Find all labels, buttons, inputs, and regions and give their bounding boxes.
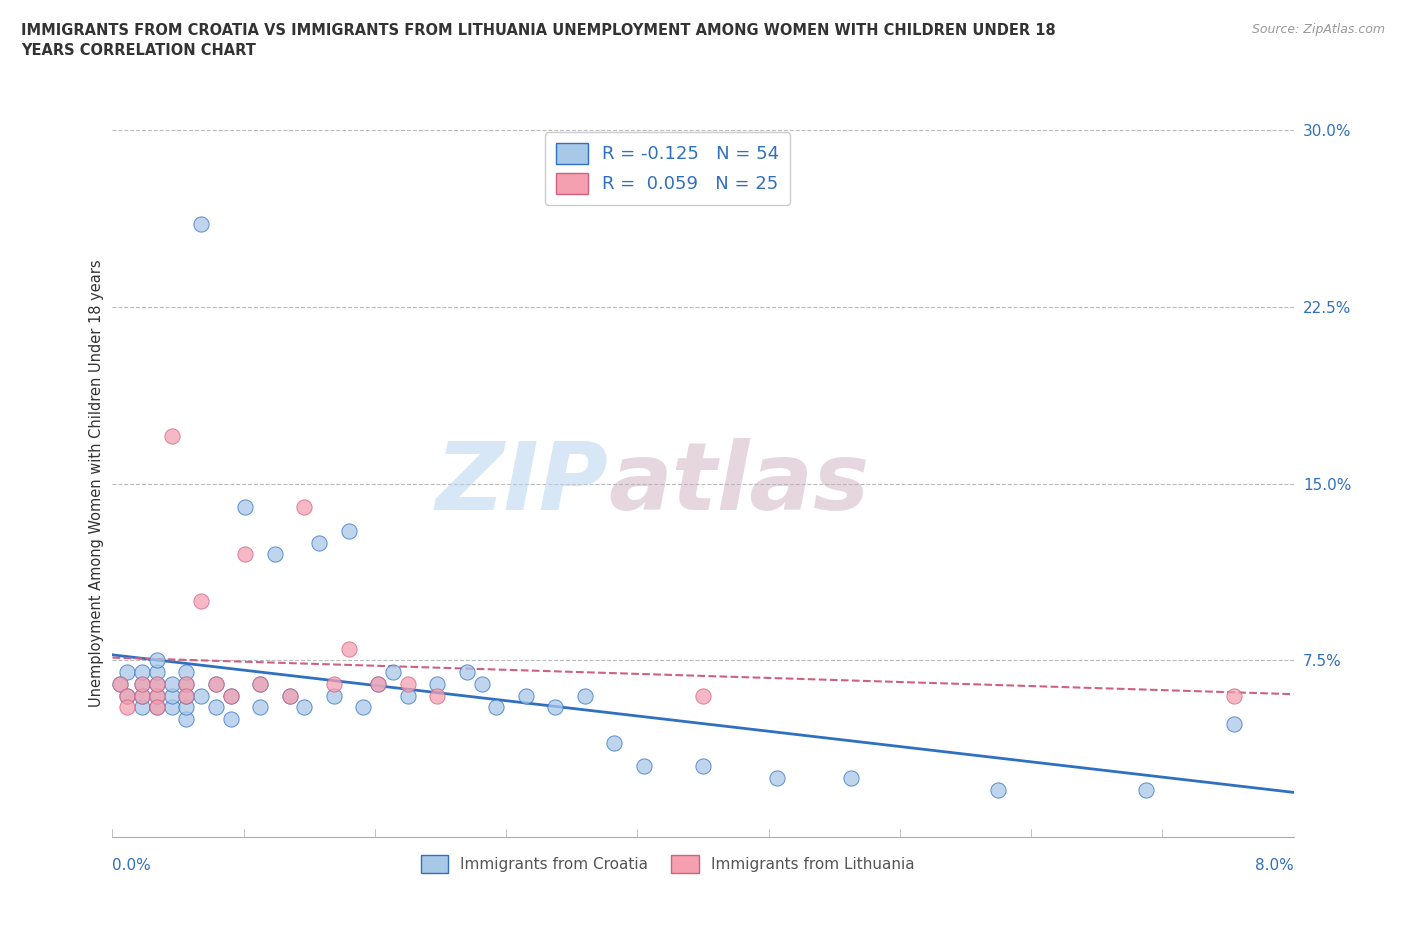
Point	[174, 676, 197, 691]
Point	[131, 688, 153, 703]
Text: 8.0%: 8.0%	[1254, 858, 1294, 873]
Point	[396, 688, 419, 703]
Point	[131, 665, 153, 680]
Point	[456, 665, 478, 680]
Text: ZIP: ZIP	[436, 438, 609, 529]
Point	[219, 711, 242, 726]
Point	[278, 688, 301, 703]
Point	[544, 700, 567, 715]
Point	[146, 700, 169, 715]
Point	[131, 676, 153, 691]
Point	[292, 499, 315, 514]
Point	[249, 676, 271, 691]
Point	[160, 688, 183, 703]
Point	[382, 665, 405, 680]
Point	[131, 688, 153, 703]
Point	[278, 688, 301, 703]
Point	[692, 688, 714, 703]
Point	[131, 676, 153, 691]
Point	[174, 688, 197, 703]
Point	[160, 676, 183, 691]
Point	[146, 665, 169, 680]
Point	[308, 535, 330, 550]
Point	[426, 676, 449, 691]
Point	[633, 759, 655, 774]
Point	[839, 771, 862, 786]
Point	[249, 676, 271, 691]
Point	[160, 429, 183, 444]
Point	[146, 688, 169, 703]
Text: IMMIGRANTS FROM CROATIA VS IMMIGRANTS FROM LITHUANIA UNEMPLOYMENT AMONG WOMEN WI: IMMIGRANTS FROM CROATIA VS IMMIGRANTS FR…	[21, 23, 1056, 58]
Point	[146, 676, 169, 691]
Point	[264, 547, 287, 562]
Point	[174, 676, 197, 691]
Point	[485, 700, 508, 715]
Point	[471, 676, 494, 691]
Point	[174, 700, 197, 715]
Point	[1223, 688, 1246, 703]
Point	[131, 700, 153, 715]
Text: Source: ZipAtlas.com: Source: ZipAtlas.com	[1251, 23, 1385, 36]
Point	[146, 653, 169, 668]
Point	[1135, 782, 1157, 797]
Point	[219, 688, 242, 703]
Text: atlas: atlas	[609, 438, 870, 529]
Y-axis label: Unemployment Among Women with Children Under 18 years: Unemployment Among Women with Children U…	[89, 259, 104, 708]
Point	[190, 594, 212, 609]
Point	[515, 688, 537, 703]
Point	[337, 641, 360, 656]
Point	[367, 676, 389, 691]
Point	[292, 700, 315, 715]
Point	[692, 759, 714, 774]
Point	[205, 676, 228, 691]
Text: 0.0%: 0.0%	[112, 858, 152, 873]
Point	[190, 217, 212, 232]
Legend: Immigrants from Croatia, Immigrants from Lithuania: Immigrants from Croatia, Immigrants from…	[415, 849, 921, 879]
Point	[323, 676, 346, 691]
Point	[205, 676, 228, 691]
Point	[337, 524, 360, 538]
Point	[146, 676, 169, 691]
Point	[174, 711, 197, 726]
Point	[574, 688, 596, 703]
Point	[219, 688, 242, 703]
Point	[367, 676, 389, 691]
Point	[117, 700, 138, 715]
Point	[233, 547, 256, 562]
Point	[352, 700, 374, 715]
Point	[160, 700, 183, 715]
Point	[603, 736, 626, 751]
Point	[765, 771, 787, 786]
Point	[146, 700, 169, 715]
Point	[117, 665, 138, 680]
Point	[987, 782, 1010, 797]
Point	[190, 688, 212, 703]
Point	[174, 665, 197, 680]
Point	[249, 700, 271, 715]
Point	[146, 688, 169, 703]
Point	[108, 676, 131, 691]
Point	[1223, 716, 1246, 731]
Point	[426, 688, 449, 703]
Point	[108, 676, 131, 691]
Point	[233, 499, 256, 514]
Point	[205, 700, 228, 715]
Point	[323, 688, 346, 703]
Point	[174, 688, 197, 703]
Point	[117, 688, 138, 703]
Point	[117, 688, 138, 703]
Point	[396, 676, 419, 691]
